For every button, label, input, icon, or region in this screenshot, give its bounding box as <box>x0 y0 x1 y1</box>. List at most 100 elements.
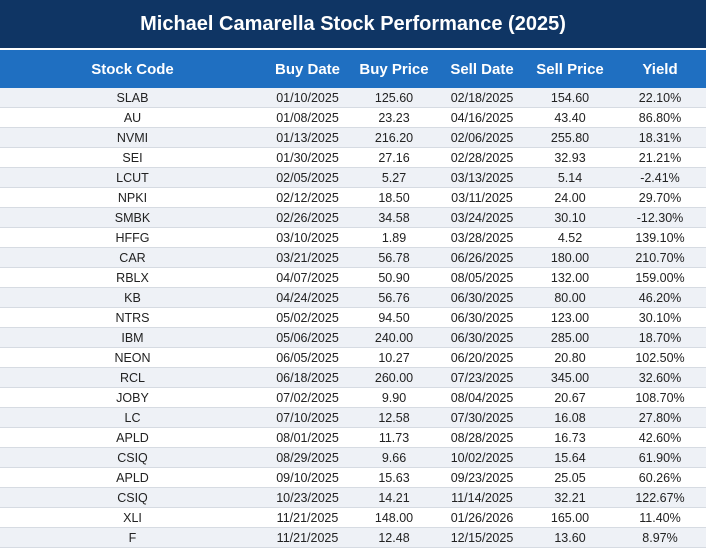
table-cell: 22.10% <box>614 88 706 108</box>
table-cell: 02/05/2025 <box>265 167 350 188</box>
table-cell: 02/18/2025 <box>438 88 526 108</box>
table-cell: 24.00 <box>526 187 614 208</box>
table-cell: 07/30/2025 <box>438 407 526 428</box>
table-cell: 30.10 <box>526 207 614 228</box>
table-cell: 125.60 <box>350 88 438 108</box>
table-row: RBLX 04/07/2025 50.90 08/05/2025 132.00 159.0… <box>0 267 706 288</box>
table-cell: 32.21 <box>526 487 614 508</box>
table-cell: 43.40 <box>526 107 614 128</box>
table-cell: 21.21% <box>614 147 706 168</box>
table-row: CSIQ 10/23/2025 14.21 11/14/2025 32.21 122.67… <box>0 487 706 508</box>
table-cell: 03/10/2025 <box>265 227 350 248</box>
table-cell: 255.80 <box>526 127 614 148</box>
table-cell: JOBY <box>0 387 265 408</box>
table-cell: 132.00 <box>526 267 614 288</box>
table-cell: 260.00 <box>350 367 438 388</box>
table-cell: F <box>0 527 265 548</box>
table-cell: SMBK <box>0 207 265 228</box>
title: Michael Camarella Stock Performance (202… <box>0 0 706 48</box>
table-row: LC 07/10/2025 12.58 07/30/2025 16.08 27.80% <box>0 407 706 428</box>
table-cell: SEI <box>0 147 265 168</box>
table-cell: 46.20% <box>614 287 706 308</box>
table-row: HFFG 03/10/2025 1.89 03/28/2025 4.52 139.10% <box>0 227 706 248</box>
table-cell: 06/18/2025 <box>265 367 350 388</box>
table-cell: LCUT <box>0 167 265 188</box>
table-row: RCL 06/18/2025 260.00 07/23/2025 345.00 32.60… <box>0 367 706 388</box>
table-cell: 02/06/2025 <box>438 127 526 148</box>
table-row: NPKI 02/12/2025 18.50 03/11/2025 24.00 29.70% <box>0 187 706 208</box>
table-cell: 10.27 <box>350 347 438 368</box>
table-cell: 01/10/2025 <box>265 88 350 108</box>
table-cell: 16.08 <box>526 407 614 428</box>
table-cell: 01/08/2025 <box>265 107 350 128</box>
table-cell: 04/24/2025 <box>265 287 350 308</box>
table-cell: 216.20 <box>350 127 438 148</box>
table-cell: 13.60 <box>526 527 614 548</box>
table-cell: HFFG <box>0 227 265 248</box>
table-cell: 06/30/2025 <box>438 307 526 328</box>
table-cell: 9.90 <box>350 387 438 408</box>
stock-table: Stock Code Buy Date Buy Price Sell Date Sell… <box>0 50 706 548</box>
table-cell: 210.70% <box>614 247 706 268</box>
table-cell: 80.00 <box>526 287 614 308</box>
table-cell: 11/21/2025 <box>265 507 350 528</box>
table-row: SMBK 02/26/2025 34.58 03/24/2025 30.10 -12.30… <box>0 207 706 228</box>
table-cell: APLD <box>0 427 265 448</box>
column-header: Sell Date <box>438 50 526 88</box>
table-cell: NEON <box>0 347 265 368</box>
table-cell: 12.48 <box>350 527 438 548</box>
table-cell: 154.60 <box>526 88 614 108</box>
table-cell: 08/05/2025 <box>438 267 526 288</box>
table-cell: RCL <box>0 367 265 388</box>
column-header: Buy Price <box>350 50 438 88</box>
table-cell: 27.80% <box>614 407 706 428</box>
table-cell: 12.58 <box>350 407 438 428</box>
table-cell: APLD <box>0 467 265 488</box>
column-header: Yield <box>614 50 706 88</box>
table-cell: 04/16/2025 <box>438 107 526 128</box>
table-cell: LC <box>0 407 265 428</box>
table-cell: 180.00 <box>526 247 614 268</box>
table-cell: 03/24/2025 <box>438 207 526 228</box>
table-cell: 34.58 <box>350 207 438 228</box>
table-cell: 01/26/2026 <box>438 507 526 528</box>
table-cell: 02/26/2025 <box>265 207 350 228</box>
table-cell: 27.16 <box>350 147 438 168</box>
table-row: NVMI 01/13/2025 216.20 02/06/2025 255.80 18.3… <box>0 127 706 148</box>
table-cell: 02/28/2025 <box>438 147 526 168</box>
table-cell: 09/10/2025 <box>265 467 350 488</box>
table-cell: 15.63 <box>350 467 438 488</box>
table-row: APLD 08/01/2025 11.73 08/28/2025 16.73 42.60% <box>0 427 706 448</box>
table-cell: 07/23/2025 <box>438 367 526 388</box>
table-cell: CSIQ <box>0 487 265 508</box>
table-cell: 5.14 <box>526 167 614 188</box>
table-cell: RBLX <box>0 267 265 288</box>
table-cell: SLAB <box>0 88 265 108</box>
table-cell: 06/30/2025 <box>438 287 526 308</box>
table-cell: 05/02/2025 <box>265 307 350 328</box>
header-row: Stock Code Buy Date Buy Price Sell Date Sell… <box>0 50 706 88</box>
table-cell: 5.27 <box>350 167 438 188</box>
table-cell: 29.70% <box>614 187 706 208</box>
table-cell: 18.50 <box>350 187 438 208</box>
table-cell: 159.00% <box>614 267 706 288</box>
table-row: CAR 03/21/2025 56.78 06/26/2025 180.00 210.70… <box>0 247 706 268</box>
table-cell: XLI <box>0 507 265 528</box>
table-cell: 30.10% <box>614 307 706 328</box>
table-cell: 139.10% <box>614 227 706 248</box>
table-cell: 11/21/2025 <box>265 527 350 548</box>
table-cell: 16.73 <box>526 427 614 448</box>
table-cell: 50.90 <box>350 267 438 288</box>
table-cell: 07/02/2025 <box>265 387 350 408</box>
table-body: SLAB 01/10/2025 125.60 02/18/2025 154.60 22.1… <box>0 88 706 548</box>
table-cell: 165.00 <box>526 507 614 528</box>
table-cell: 11.73 <box>350 427 438 448</box>
table-cell: 12/15/2025 <box>438 527 526 548</box>
table-cell: 9.66 <box>350 447 438 468</box>
table-cell: KB <box>0 287 265 308</box>
table-cell: 86.80% <box>614 107 706 128</box>
table-cell: 56.78 <box>350 247 438 268</box>
table-cell: -2.41% <box>614 167 706 188</box>
column-header: Stock Code <box>0 50 265 88</box>
